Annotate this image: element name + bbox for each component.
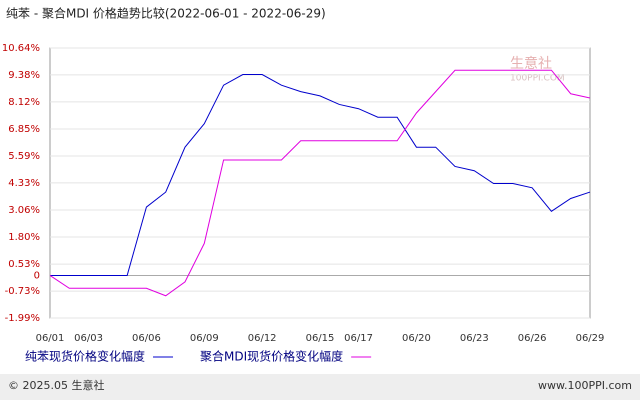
legend-label: 纯苯现货价格变化幅度 [25,349,145,364]
legend-label: 聚合MDI现货价格变化幅度 [200,349,343,364]
y-tick-label: 8.12% [8,97,40,108]
x-tick-label: 06/17 [344,333,373,344]
x-tick-label: 06/20 [402,333,431,344]
y-tick-label: 3.06% [8,205,40,216]
watermark: 生意社 [510,55,552,72]
x-tick-label: 06/01 [36,333,65,344]
y-tick-label: 9.38% [8,70,40,81]
x-tick-label: 06/23 [460,333,489,344]
x-tick-label: 06/06 [132,333,161,344]
footer-right: www.100PPI.com [538,379,632,392]
x-tick-label: 06/09 [190,333,219,344]
y-tick-label: 1.80% [8,232,40,243]
x-tick-label: 06/29 [576,333,605,344]
y-tick-label: -0.73% [5,286,40,297]
x-tick-label: 06/12 [248,333,277,344]
footer-bar [0,374,640,400]
y-tick-label: 0 [34,270,40,281]
series-line [50,74,591,276]
y-tick-label: 10.64% [2,43,40,54]
y-tick-label: 0.53% [8,259,40,270]
x-tick-label: 06/15 [306,333,335,344]
y-tick-label: 5.59% [8,151,40,162]
x-tick-label: 06/03 [74,333,103,344]
y-tick-label: 6.85% [8,124,40,135]
watermark: 100PPI.COM [510,74,565,84]
y-tick-label: 4.33% [8,178,40,189]
footer-left: © 2025.05 生意社 [8,378,104,392]
y-tick-label: -1.99% [5,313,40,324]
series-line [49,69,591,297]
chart-title: 纯苯 - 聚合MDI 价格趋势比较(2022-06-01 - 2022-06-2… [6,6,326,21]
x-tick-label: 06/26 [518,333,547,344]
